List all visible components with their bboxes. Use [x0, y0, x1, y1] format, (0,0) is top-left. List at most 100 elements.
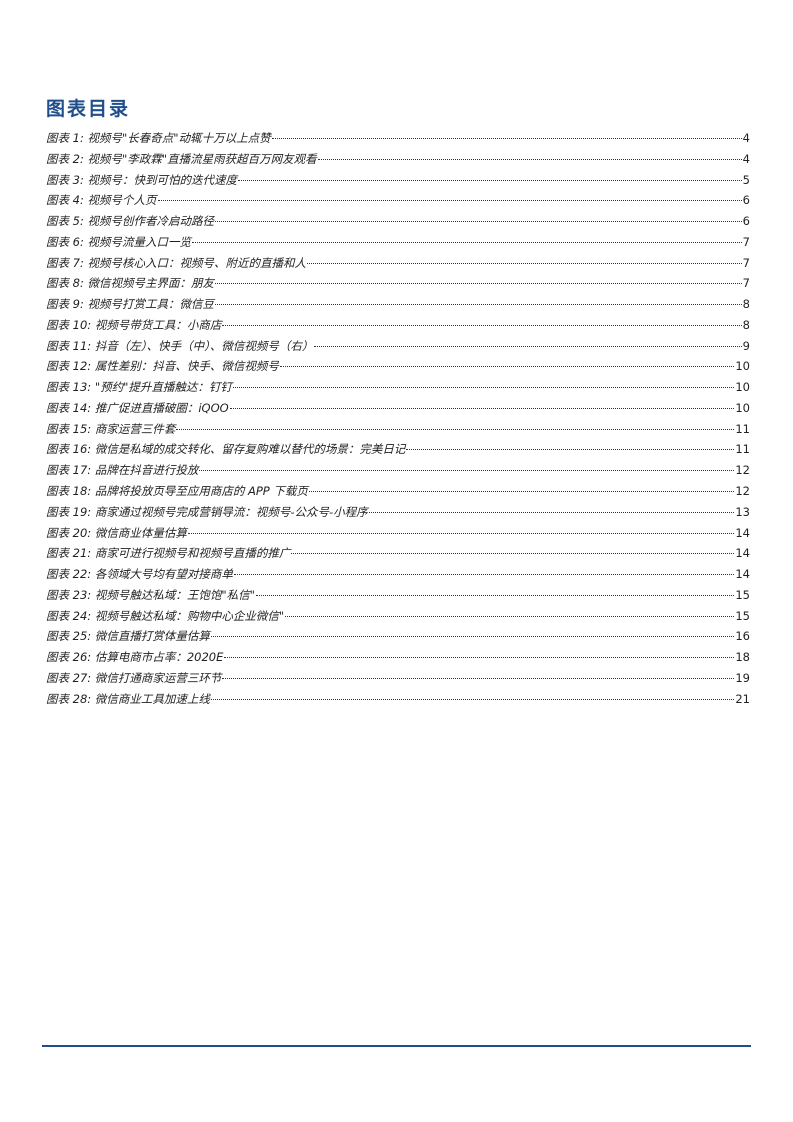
toc-entry-page: 10	[735, 400, 750, 415]
page-title: 图表目录	[46, 98, 131, 120]
toc-entry[interactable]: 图表 15: 商家运营三件套 11	[46, 421, 750, 442]
toc-entry-page: 10	[735, 359, 750, 374]
toc-entry-label: 图表 5: 视频号创作者冷启动路径	[46, 214, 215, 229]
dot-leader	[291, 553, 735, 555]
toc-entry-label: 图表 2: 视频号"李政霖"直播流星雨获超百万网友观看	[46, 151, 317, 166]
toc-entry-page: 12	[735, 484, 750, 499]
toc-entry[interactable]: 图表 13: "预约"提升直播触达：钉钉 10	[46, 379, 750, 400]
toc-entry-page: 11	[735, 442, 750, 457]
dot-leader	[271, 138, 742, 139]
footer-divider	[42, 1045, 751, 1047]
toc-entry-label: 图表 18: 品牌将投放页导至应用商店的 APP 下载页	[46, 484, 308, 499]
toc-entry-label: 图表 20: 微信商业体量估算	[46, 525, 187, 540]
toc-entry[interactable]: 图表 24: 视频号触达私域：购物中心企业微信" 15	[46, 608, 750, 629]
toc-entry[interactable]: 图表 22: 各领域大号均有望对接商单 14	[46, 566, 750, 587]
toc-entry[interactable]: 图表 25: 微信直播打赏体量估算 16	[46, 628, 750, 649]
dot-leader	[314, 345, 742, 347]
dot-leader	[222, 324, 742, 326]
toc-entry-page: 7	[742, 276, 750, 291]
toc-entry-page: 9	[742, 338, 750, 353]
toc-entry[interactable]: 图表 2: 视频号"李政霖"直播流星雨获超百万网友观看 4	[46, 151, 750, 172]
toc-entry-label: 图表 8: 微信视频号主界面：朋友	[46, 276, 215, 291]
dot-leader	[279, 366, 735, 368]
toc-entry-label: 图表 26: 估算电商市占率：2020E	[46, 650, 224, 665]
toc-entry[interactable]: 图表 20: 微信商业体量估算 14	[46, 525, 750, 546]
toc-entry-page: 14	[735, 567, 750, 582]
dot-leader	[224, 657, 735, 659]
toc-entry[interactable]: 图表 26: 估算电商市占率：2020E 18	[46, 649, 750, 670]
toc-entry-label: 图表 21: 商家可进行视频号和视频号直播的推广	[46, 546, 291, 561]
toc-entry[interactable]: 图表 19: 商家通过视频号完成营销导流：视频号-公众号-小程序 13	[46, 504, 750, 525]
toc-entry-label: 图表 27: 微信打通商家运营三环节	[46, 670, 222, 685]
toc-entry-label: 图表 15: 商家运营三件套	[46, 421, 176, 436]
toc-entry[interactable]: 图表 27: 微信打通商家运营三环节 19	[46, 670, 750, 691]
toc-entry[interactable]: 图表 1: 视频号"长春奇点"动辄十万以上点赞 4	[46, 130, 750, 151]
dot-leader	[307, 262, 742, 264]
toc-entry-page: 14	[735, 546, 750, 561]
toc-entry[interactable]: 图表 21: 商家可进行视频号和视频号直播的推广 14	[46, 545, 750, 566]
toc-entry-label: 图表 22: 各领域大号均有望对接商单	[46, 567, 233, 582]
toc-entry-page: 16	[735, 629, 750, 644]
toc-entry-page: 15	[735, 587, 750, 602]
toc-entry-label: 图表 25: 微信直播打赏体量估算	[46, 629, 210, 644]
toc-entry-page: 10	[735, 380, 750, 395]
dot-leader	[199, 470, 735, 472]
dot-leader	[192, 241, 742, 243]
dot-leader	[187, 532, 735, 534]
toc-entry[interactable]: 图表 17: 品牌在抖音进行投放 12	[46, 462, 750, 483]
toc-entry-page: 19	[735, 670, 750, 685]
dot-leader	[176, 428, 735, 430]
toc-entry-label: 图表 10: 视频号带货工具：小商店	[46, 317, 222, 332]
toc-entry-page: 8	[742, 297, 750, 312]
toc-entry[interactable]: 图表 6: 视频号流量入口一览 7	[46, 234, 750, 255]
dot-leader	[233, 574, 735, 576]
toc-entry[interactable]: 图表 5: 视频号创作者冷启动路径 6	[46, 213, 750, 234]
dot-leader	[308, 491, 735, 493]
toc-entry-label: 图表 3: 视频号：快到可怕的迭代速度	[46, 172, 238, 187]
toc-entry-page: 11	[735, 421, 750, 436]
toc-entry-label: 图表 13: "预约"提升直播触达：钉钉	[46, 380, 232, 395]
toc-entry-label: 图表 7: 视频号核心入口：视频号、附近的直播和人	[46, 255, 306, 270]
toc-entry[interactable]: 图表 11: 抖音（左）、快手（中）、微信视频号（右） 9	[46, 338, 750, 359]
dot-leader	[222, 677, 735, 679]
toc-entry[interactable]: 图表 12: 属性差别：抖音、快手、微信视频号 10	[46, 358, 750, 379]
toc-entry-page: 4	[742, 151, 750, 166]
dot-leader	[232, 387, 735, 389]
toc-entry[interactable]: 图表 16: 微信是私域的成交转化、留存复购难以替代的场景：完美日记 11	[46, 441, 750, 462]
toc-entry[interactable]: 图表 4: 视频号个人页 6	[46, 192, 750, 213]
toc-entry[interactable]: 图表 18: 品牌将投放页导至应用商店的 APP 下载页 12	[46, 483, 750, 504]
toc-entry-label: 图表 6: 视频号流量入口一览	[46, 234, 192, 249]
toc-entry[interactable]: 图表 14: 推广促进直播破圈：iQOO 10	[46, 400, 750, 421]
toc-entry[interactable]: 图表 28: 微信商业工具加速上线 21	[46, 691, 750, 712]
toc-entry[interactable]: 图表 3: 视频号：快到可怕的迭代速度 5	[46, 172, 750, 193]
toc-entry[interactable]: 图表 8: 微信视频号主界面：朋友 7	[46, 275, 750, 296]
dot-leader	[285, 615, 735, 617]
toc-entry-label: 图表 24: 视频号触达私域：购物中心企业微信"	[46, 608, 285, 623]
toc-entry[interactable]: 图表 7: 视频号核心入口：视频号、附近的直播和人 7	[46, 255, 750, 276]
toc-entry-page: 12	[735, 463, 750, 478]
toc-entry-label: 图表 11: 抖音（左）、快手（中）、微信视频号（右）	[46, 338, 314, 353]
toc-entry[interactable]: 图表 9: 视频号打赏工具：微信豆 8	[46, 296, 750, 317]
toc-entry-label: 图表 12: 属性差别：抖音、快手、微信视频号	[46, 359, 279, 374]
table-of-figures: 图表 1: 视频号"长春奇点"动辄十万以上点赞 4 图表 2: 视频号"李政霖"直播…	[46, 130, 750, 711]
toc-entry-page: 7	[742, 234, 750, 249]
toc-entry-label: 图表 19: 商家通过视频号完成营销导流：视频号-公众号-小程序	[46, 504, 368, 519]
toc-entry-page: 8	[742, 317, 750, 332]
dot-leader	[255, 594, 735, 596]
toc-entry[interactable]: 图表 10: 视频号带货工具：小商店 8	[46, 317, 750, 338]
dot-leader	[406, 449, 735, 451]
toc-entry-page: 5	[742, 172, 750, 187]
toc-entry-page: 13	[735, 504, 750, 519]
dot-leader	[215, 283, 742, 285]
dot-leader	[215, 221, 742, 223]
dot-leader	[157, 200, 742, 202]
dot-leader	[210, 636, 735, 638]
toc-entry-label: 图表 14: 推广促进直播破圈：iQOO	[46, 400, 229, 415]
toc-entry-label: 图表 28: 微信商业工具加速上线	[46, 691, 210, 706]
toc-entry-page: 18	[735, 650, 750, 665]
toc-entry-label: 图表 17: 品牌在抖音进行投放	[46, 463, 199, 478]
toc-entry-label: 图表 1: 视频号"长春奇点"动辄十万以上点赞	[46, 131, 271, 145]
toc-entry[interactable]: 图表 23: 视频号触达私域：王饱饱"私信" 15	[46, 587, 750, 608]
toc-entry-page: 6	[742, 193, 750, 208]
toc-entry-label: 图表 4: 视频号个人页	[46, 193, 157, 208]
